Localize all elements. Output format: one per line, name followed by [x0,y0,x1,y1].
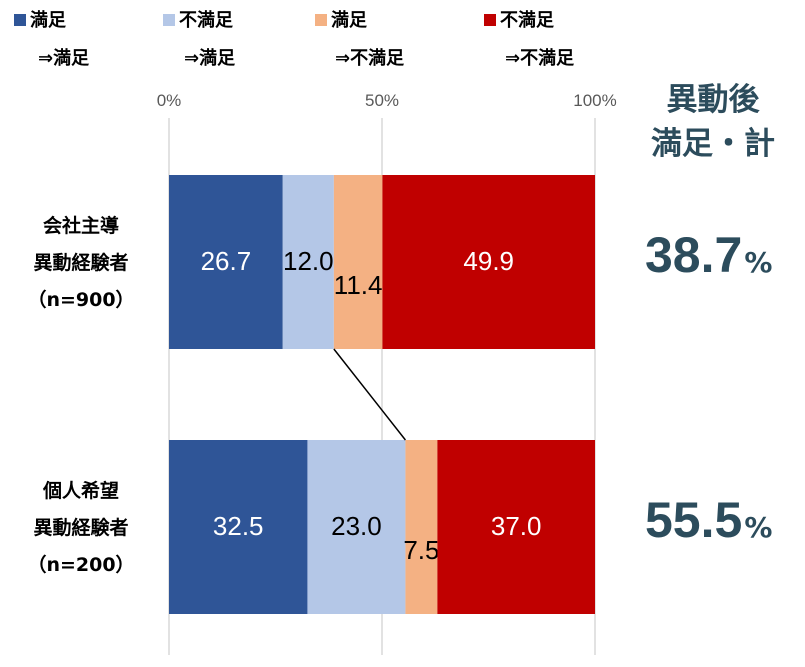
legend-item-1: 満足 [14,6,66,32]
bar-2-segment-2 [307,440,406,614]
totals-header-line1: 異動後 [666,82,760,118]
data-label-2-3: 7.5 [403,535,439,565]
tick-label-3: 100% [573,91,616,110]
tick-label-1: 0% [157,91,182,110]
bar-1-segment-2 [282,175,334,349]
total-value-2: 55.5% [645,491,805,549]
legend-item-3: 満足 [315,6,367,32]
total-value-1: 38.7% [645,226,805,284]
legend-item-2: 不満足 [163,6,233,32]
bar-2-segment-1 [169,440,308,614]
category-label-2-line3: （n=200） [27,554,135,576]
data-label-2-1: 32.5 [213,511,264,541]
category-label-1-line1: 会社主導 [42,215,119,237]
legend-swatch-1 [14,14,26,26]
total-value-1-unit: % [744,246,773,279]
series-connector-line [333,348,407,441]
total-value-2-number: 55.5 [645,492,743,548]
legend-label-2-line1: 不満足 [179,10,233,31]
bar-1-segment-3 [333,175,383,349]
bar-2-segment-4 [437,440,595,614]
data-label-1-4: 49.9 [463,246,514,276]
data-label-2-4: 37.0 [491,511,542,541]
category-label-1-line3: （n=900） [27,289,135,311]
totals-header-line2: 満足・計 [651,126,775,162]
data-label-1-3: 11.4 [334,270,383,300]
legend-label-4-line1: 不満足 [500,10,554,31]
legend-label-3-line1: 満足 [331,10,367,31]
data-label-1-2: 12.0 [283,246,334,276]
bar-2-segment-3 [405,440,438,614]
category-label-2-line2: 異動経験者 [33,517,129,539]
legend-label-4-line2: ⇒不満足 [505,48,575,69]
category-label-2: 個人希望 異動経験者 （n=200） [6,473,156,584]
category-label-1: 会社主導 異動経験者 （n=900） [6,208,156,319]
legend-item-4: 不満足 [484,6,554,32]
bar-1-segment-1 [169,175,283,349]
legend-swatch-2 [163,14,175,26]
total-value-2-unit: % [744,511,773,544]
bar-1-segment-4 [382,175,595,349]
data-label-1-1: 26.7 [201,246,252,276]
data-label-2-2: 23.0 [331,511,382,541]
legend-label-2-line2: ⇒満足 [184,48,236,69]
category-label-1-line2: 異動経験者 [33,252,129,274]
legend-swatch-4 [484,14,496,26]
total-value-1-number: 38.7 [645,227,743,283]
legend-swatch-3 [315,14,327,26]
tick-label-2: 50% [365,91,399,110]
legend-label-1-line2: ⇒満足 [38,48,90,69]
legend-label-1-line1: 満足 [30,10,66,31]
legend-label-3-line2: ⇒不満足 [335,48,405,69]
category-label-2-line1: 個人希望 [42,480,119,502]
totals-header: 異動後 満足・計 [628,78,798,166]
